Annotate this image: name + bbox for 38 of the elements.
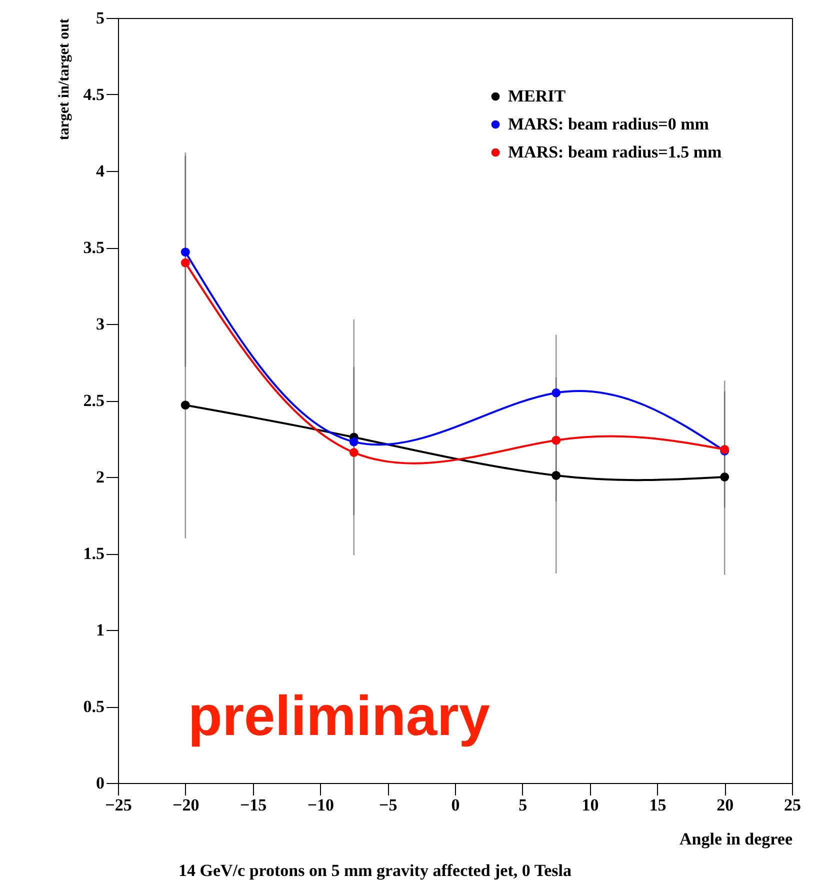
y-tick-label: 0.5 — [83, 697, 104, 716]
x-tick-label: 15 — [649, 796, 666, 814]
point — [552, 436, 561, 445]
y-tick-label: 1.5 — [83, 544, 104, 563]
y-tick-label: 1 — [96, 620, 104, 640]
point — [349, 437, 358, 446]
x-tick-label: 0 — [451, 796, 460, 814]
point — [720, 472, 730, 482]
point — [180, 248, 190, 257]
y-tick-label: 2 — [96, 468, 104, 486]
y-tick-label: 4 — [96, 162, 105, 180]
y-tick-label: 2.5 — [83, 391, 104, 410]
legend-label: MARS: beam radius=1.5 mm — [508, 142, 722, 162]
y-tick-label: 0 — [96, 774, 104, 792]
x-tick-label: −15 — [240, 796, 267, 814]
y-tick-label: 3 — [96, 314, 104, 334]
x-tick-label: 20 — [716, 796, 734, 814]
point — [180, 258, 190, 268]
x-tick-label: 25 — [784, 796, 801, 814]
legend-label: MERIT — [508, 86, 566, 106]
text: 14 GeV/c protons on 5 mm gravity affected jet, 0 Tesla — [178, 861, 572, 880]
x-tick-label: −25 — [105, 796, 132, 814]
annotation: preliminary — [188, 684, 490, 747]
point — [180, 400, 190, 410]
legend-label: MARS: beam radius=0 mm — [508, 114, 709, 134]
x-axis-title: Angle in degree — [679, 830, 793, 848]
y-tick-label: 5 — [96, 8, 104, 28]
x-tick-label: −20 — [172, 796, 200, 814]
x-tick-label: −5 — [379, 796, 398, 814]
point — [552, 388, 561, 398]
x-tick-label: 10 — [582, 796, 599, 814]
point — [349, 448, 358, 457]
y-axis-title: target in/target out — [56, 18, 72, 140]
point — [552, 471, 561, 480]
y-tick-label: 4.5 — [83, 85, 104, 104]
x-tick-label: 5 — [518, 796, 528, 814]
y-tick-label: 3.5 — [83, 238, 104, 257]
x-tick-label: −10 — [307, 796, 334, 814]
